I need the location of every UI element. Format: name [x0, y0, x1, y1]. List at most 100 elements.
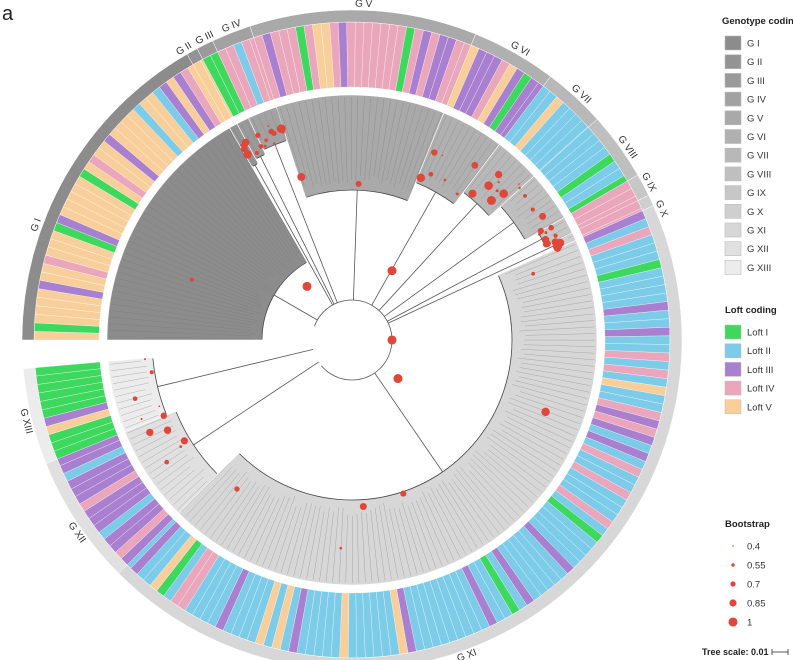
- leaf-branch: [507, 416, 570, 449]
- clade-arc-g-ii: [252, 163, 258, 167]
- leaf-branch: [122, 259, 261, 308]
- bootstrap-dot: [149, 370, 154, 375]
- leaf-branch: [305, 101, 323, 187]
- leaf-branch: [525, 333, 595, 336]
- leaf-branch: [389, 508, 405, 578]
- clade-arc-g-xi: [239, 275, 513, 501]
- leaf-branch: [110, 310, 251, 328]
- leaf-branch: [337, 97, 344, 181]
- leaf-branch: [475, 151, 507, 189]
- bootstrap-dot: [539, 212, 547, 220]
- genotype-sector-g-iii: [236, 117, 266, 160]
- clade-stem-g-xiii: [157, 348, 314, 388]
- leaf-branch: [111, 371, 147, 378]
- bootstrap-dot: [240, 145, 248, 153]
- genotype-legend-label: G XI: [747, 226, 766, 237]
- bootstrap-dot: [538, 232, 542, 236]
- leaf-branch: [324, 98, 335, 182]
- genotype-legend-label: G IV: [747, 95, 767, 106]
- leaf-branch: [419, 497, 449, 564]
- bootstrap-dot: [541, 407, 550, 417]
- bootstrap-dot: [428, 171, 434, 177]
- bootstrap-dot: [189, 277, 194, 282]
- leaf-branch: [401, 109, 429, 190]
- leaf-branch: [244, 497, 275, 558]
- bootstrap-dot: [264, 138, 268, 143]
- bootstrap-dot: [544, 231, 548, 235]
- leaf-branch: [152, 454, 188, 480]
- bootstrap-dot: [267, 125, 269, 127]
- genotype-legend-swatch: [724, 35, 742, 51]
- bootstrap-dot: [518, 183, 520, 185]
- clade-stem-g-ix: [387, 238, 543, 322]
- loft-color-strips: [33, 21, 671, 659]
- tree-scale: Tree scale: 0.01: [702, 647, 789, 657]
- loft-legend-swatch: [724, 380, 742, 396]
- leaf-branch: [287, 502, 308, 575]
- bootstrap-dot: [537, 227, 544, 235]
- clade-arc-g-v: [306, 189, 408, 202]
- leaf-branch: [429, 121, 459, 181]
- loft-legend-swatch: [724, 362, 742, 377]
- leaf-branch: [274, 506, 297, 571]
- leaf-branch: [449, 134, 482, 185]
- leaf-branch: [148, 206, 265, 283]
- bootstrap-dot: [281, 130, 285, 134]
- leaf-branch: [118, 271, 260, 314]
- leaf-branch: [421, 115, 447, 174]
- bootstrap-dot: [163, 426, 172, 434]
- leaf-branch: [185, 466, 233, 517]
- bootstrap-dot: [268, 128, 275, 135]
- bootstrap-legend: Bootstrap 0.4 0.55 0.7 0.85 1: [725, 519, 770, 629]
- clade-arc-g-viii: [501, 206, 526, 240]
- leaf-branch: [113, 290, 258, 321]
- leaf-branch: [280, 507, 301, 573]
- leaf-branch: [411, 502, 437, 569]
- bootstrap-dot: [263, 144, 267, 148]
- leaf-branch: [511, 384, 587, 406]
- leaf-branch: [196, 152, 289, 264]
- clade-arc-g-xiii: [152, 358, 167, 415]
- leaf-branch: [522, 287, 590, 303]
- tree-scale-value: 0.01: [751, 647, 769, 657]
- leaf-branch: [504, 420, 567, 454]
- genotype-legend-swatch: [724, 54, 742, 70]
- leaf-branch: [525, 320, 595, 327]
- genotype-legend: Genotype coding G I G II G III G IV G V G VI G…: [722, 16, 793, 275]
- clade-stem-g-ii: [254, 164, 333, 306]
- leaf-branch: [227, 485, 266, 549]
- leaf-branch: [510, 179, 535, 202]
- bootstrap-dot: [143, 358, 146, 361]
- leaf-branch: [123, 410, 156, 422]
- leaf-branch: [109, 323, 255, 334]
- leaf-branch: [453, 473, 500, 534]
- leaf-branch: [360, 97, 365, 177]
- leaf-branch: [121, 405, 152, 416]
- bootstrap-dot: [254, 150, 259, 155]
- leaf-branch: [182, 165, 281, 267]
- bootstrap-dot: [542, 241, 550, 248]
- leaf-branch: [517, 195, 548, 218]
- leaf-branch: [356, 513, 360, 583]
- leaf-branch: [399, 107, 423, 184]
- clade-stem-g-i: [273, 294, 318, 321]
- clade-stem-g-iv: [274, 144, 338, 303]
- leaf-branch: [519, 391, 585, 412]
- leaf-branch: [319, 507, 330, 581]
- leaf-branch: [469, 470, 515, 521]
- leaf-branch: [407, 111, 436, 188]
- bootstrap-dot: [553, 233, 558, 238]
- leaf-branch: [212, 140, 294, 257]
- bootstrap-dot: [164, 459, 170, 465]
- leaf-branch: [200, 471, 247, 530]
- leaf-branch: [531, 211, 559, 229]
- bootstrap-legend-dot: [730, 581, 736, 587]
- leaf-branch: [390, 103, 410, 185]
- leaf-branch: [468, 462, 520, 517]
- leaf-branch: [377, 100, 391, 180]
- leaf-branch: [379, 505, 392, 580]
- leaf-branch: [109, 336, 251, 339]
- bootstrap-dot: [240, 143, 243, 147]
- clade-arc-g-iii: [256, 154, 265, 159]
- clade-stem-g-xi: [374, 372, 443, 473]
